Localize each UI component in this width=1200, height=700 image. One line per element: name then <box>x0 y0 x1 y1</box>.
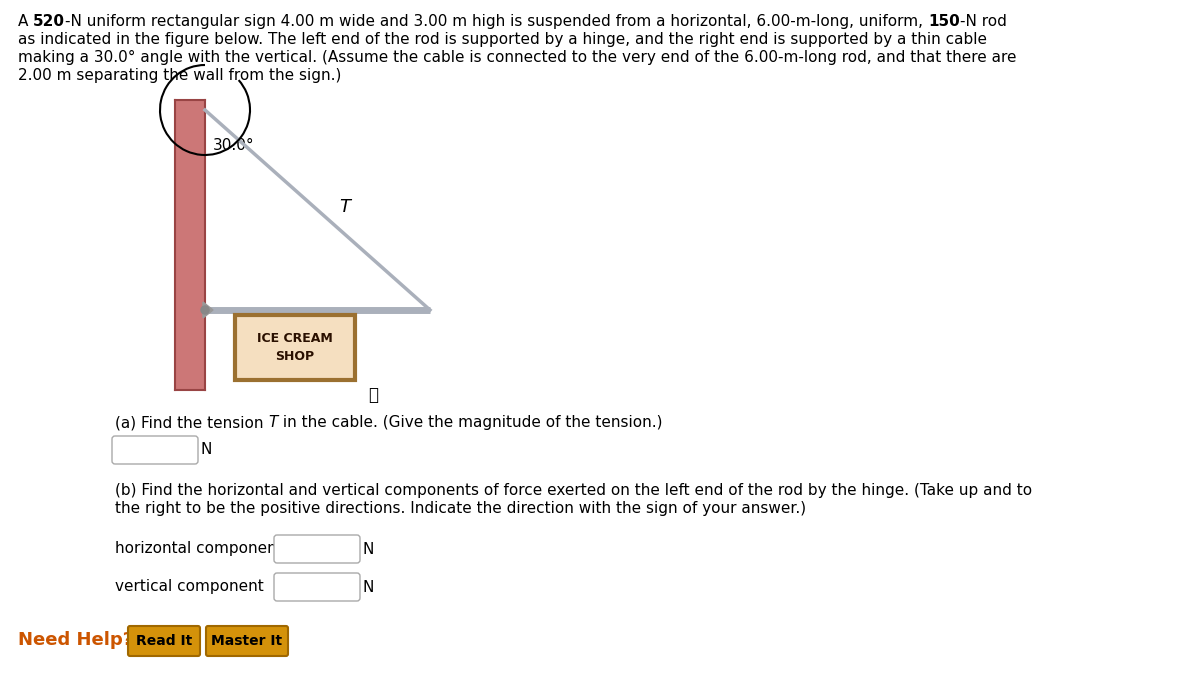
Text: N: N <box>364 542 374 557</box>
Text: (a) Find the tension: (a) Find the tension <box>115 415 269 430</box>
Text: A: A <box>18 14 34 29</box>
Text: the right to be the positive directions. Indicate the direction with the sign of: the right to be the positive directions.… <box>115 501 806 516</box>
Text: 2.00 m separating the wall from the sign.): 2.00 m separating the wall from the sign… <box>18 68 341 83</box>
Polygon shape <box>203 302 214 318</box>
Text: (b) Find the horizontal and vertical components of force exerted on the left end: (b) Find the horizontal and vertical com… <box>115 483 1032 498</box>
FancyBboxPatch shape <box>128 626 200 656</box>
FancyBboxPatch shape <box>274 573 360 601</box>
Text: -N uniform rectangular sign 4.00 m wide and 3.00 m high is suspended from a hori: -N uniform rectangular sign 4.00 m wide … <box>65 14 928 29</box>
Text: 520: 520 <box>34 14 65 29</box>
Circle shape <box>202 306 209 314</box>
Text: ICE CREAM
SHOP: ICE CREAM SHOP <box>257 332 332 363</box>
FancyBboxPatch shape <box>274 535 360 563</box>
Bar <box>235 315 355 380</box>
Text: ⓘ: ⓘ <box>368 386 378 404</box>
Text: N: N <box>202 442 212 458</box>
Text: Master It: Master It <box>211 634 282 648</box>
Text: -N rod: -N rod <box>960 14 1007 29</box>
Text: T: T <box>269 415 277 430</box>
Text: Need Help?: Need Help? <box>18 631 133 649</box>
Text: vertical component: vertical component <box>115 580 264 594</box>
Text: T: T <box>340 198 350 216</box>
Text: Read It: Read It <box>136 634 192 648</box>
Bar <box>175 100 205 390</box>
Text: 30.0°: 30.0° <box>214 138 254 153</box>
Text: in the cable. (Give the magnitude of the tension.): in the cable. (Give the magnitude of the… <box>277 415 662 430</box>
FancyBboxPatch shape <box>206 626 288 656</box>
Text: N: N <box>364 580 374 594</box>
Text: 150: 150 <box>928 14 960 29</box>
Text: as indicated in the figure below. The left end of the rod is supported by a hing: as indicated in the figure below. The le… <box>18 32 986 47</box>
FancyBboxPatch shape <box>112 436 198 464</box>
Text: making a 30.0° angle with the vertical. (Assume the cable is connected to the ve: making a 30.0° angle with the vertical. … <box>18 50 1016 65</box>
Text: horizontal component: horizontal component <box>115 542 283 557</box>
